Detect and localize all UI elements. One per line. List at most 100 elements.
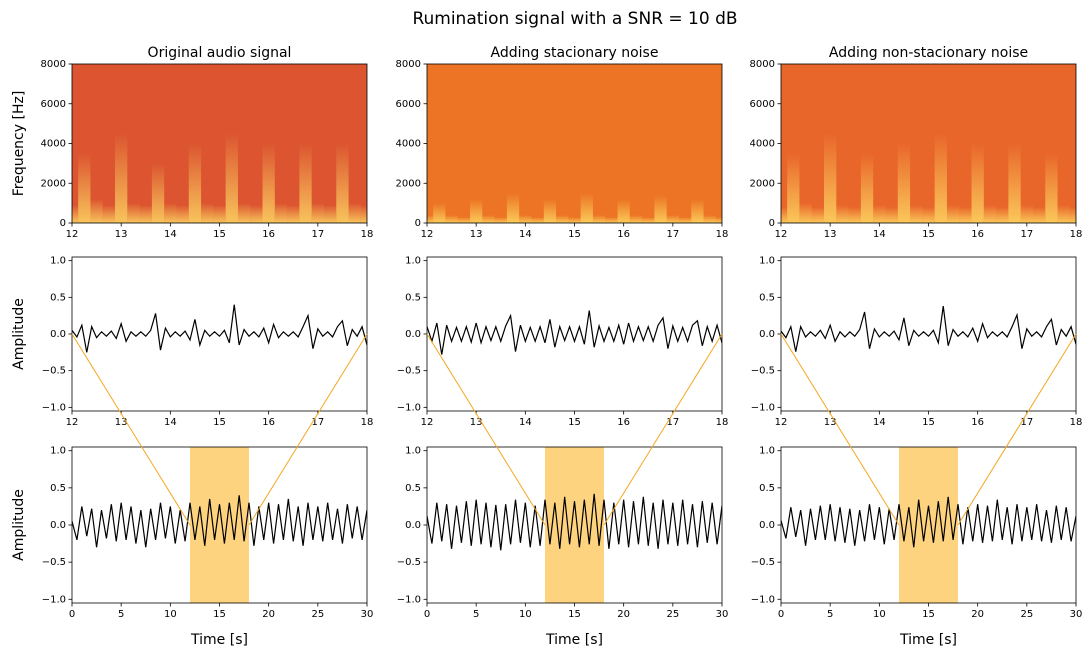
spectral-band <box>666 215 679 223</box>
x-tick-label: 20 <box>971 609 984 620</box>
x-tick-label: 14 <box>519 229 532 240</box>
y-tick-label: 1.0 <box>50 256 66 267</box>
x-tick-label: 14 <box>519 417 532 428</box>
y-tick-label: −0.5 <box>42 366 66 377</box>
spectral-band <box>983 205 997 223</box>
spectral-band <box>848 207 861 223</box>
plot-area <box>781 64 1076 223</box>
spectral-band <box>824 133 837 223</box>
zoom-connector <box>71 333 191 526</box>
spectral-band <box>250 205 263 223</box>
x-tick-label: 16 <box>971 229 984 240</box>
y-tick-label: 0 <box>60 218 66 229</box>
x-tick-label: 17 <box>1020 229 1033 240</box>
zoom-connector <box>426 333 546 526</box>
x-tick-label: 15 <box>568 609 581 620</box>
y-tick-label: 0 <box>415 218 421 229</box>
spectral-band <box>799 203 812 223</box>
x-tick-label: 10 <box>873 609 886 620</box>
spectral-band <box>1032 207 1046 223</box>
x-tick-label: 12 <box>775 229 788 240</box>
spectral-band <box>543 199 557 223</box>
spectral-band <box>617 199 630 223</box>
spectral-band <box>897 143 911 223</box>
y-tick-label: 1.0 <box>759 256 775 267</box>
highlight-span <box>190 447 249 603</box>
spectral-band <box>151 163 165 223</box>
y-axis-label: Amplitude <box>11 298 27 370</box>
zoom-connector <box>957 333 1077 526</box>
x-tick-label: 16 <box>617 417 630 428</box>
y-tick-label: 6000 <box>41 99 66 110</box>
y-tick-label: 1.0 <box>405 256 421 267</box>
y-axis-label: Amplitude <box>11 489 27 561</box>
plot-area <box>781 447 1076 603</box>
y-tick-label: 6000 <box>750 99 775 110</box>
spectral-band <box>445 215 458 223</box>
plot-area <box>72 64 367 223</box>
y-tick-label: −1.0 <box>751 594 775 605</box>
spectral-band <box>1020 205 1033 223</box>
highlight-span <box>899 447 958 603</box>
y-tick-label: 0.0 <box>50 520 66 531</box>
x-tick-label: 18 <box>716 417 729 428</box>
x-tick-label: 13 <box>115 229 128 240</box>
x-tick-label: 17 <box>666 417 679 428</box>
spectral-band <box>678 217 692 223</box>
y-tick-label: 2000 <box>41 178 66 189</box>
spectral-band <box>1008 143 1021 223</box>
spectral-band <box>519 215 532 223</box>
x-tick-label: 18 <box>361 417 374 428</box>
spectral-band <box>885 207 898 223</box>
spectral-band <box>213 205 226 223</box>
x-axis-label: Time [s] <box>190 632 248 648</box>
x-tick-label: 0 <box>424 609 430 620</box>
x-tick-label: 10 <box>164 609 177 620</box>
y-tick-label: 2000 <box>396 178 421 189</box>
x-tick-label: 17 <box>311 417 324 428</box>
spectral-band <box>287 205 300 223</box>
spectral-band <box>433 203 446 223</box>
spectral-band <box>494 217 507 223</box>
x-tick-label: 20 <box>617 609 630 620</box>
plot-area <box>72 304 367 353</box>
x-tick-label: 30 <box>361 609 374 620</box>
spectral-band <box>691 199 704 223</box>
spectral-band <box>781 207 788 223</box>
subplot-title: Original audio signal <box>148 45 292 61</box>
y-tick-label: −0.5 <box>397 557 421 568</box>
plot-area <box>427 447 722 603</box>
x-tick-label: 17 <box>1020 417 1033 428</box>
spectrogram-background <box>427 64 722 223</box>
y-tick-label: 0.0 <box>50 329 66 340</box>
x-tick-label: 16 <box>617 229 630 240</box>
x-tick-label: 5 <box>118 609 124 620</box>
x-tick-label: 17 <box>311 229 324 240</box>
spectral-band <box>946 205 960 223</box>
zoom-connector <box>603 333 723 526</box>
zoom-connector <box>248 333 368 526</box>
subplot-title: Adding non-stacionary noise <box>829 45 1028 61</box>
x-tick-label: 14 <box>873 229 886 240</box>
spectral-band <box>629 215 643 223</box>
spectral-band <box>836 205 849 223</box>
x-tick-label: 15 <box>922 229 935 240</box>
x-tick-label: 13 <box>470 229 483 240</box>
x-tick-label: 25 <box>1020 609 1033 620</box>
spectral-band <box>568 217 581 223</box>
x-tick-label: 14 <box>164 229 177 240</box>
spectral-band <box>457 217 471 223</box>
x-tick-label: 12 <box>66 229 79 240</box>
spectral-band <box>1057 205 1070 223</box>
spectral-band <box>654 195 667 223</box>
spectral-band <box>715 217 722 223</box>
x-tick-label: 15 <box>213 229 226 240</box>
y-tick-label: 8000 <box>750 59 775 70</box>
subplot-title: Adding stacionary noise <box>491 45 659 61</box>
x-tick-label: 30 <box>1070 609 1083 620</box>
x-tick-label: 12 <box>421 417 434 428</box>
spectral-band <box>164 203 177 223</box>
y-tick-label: 4000 <box>41 139 66 150</box>
waveform <box>72 495 367 548</box>
